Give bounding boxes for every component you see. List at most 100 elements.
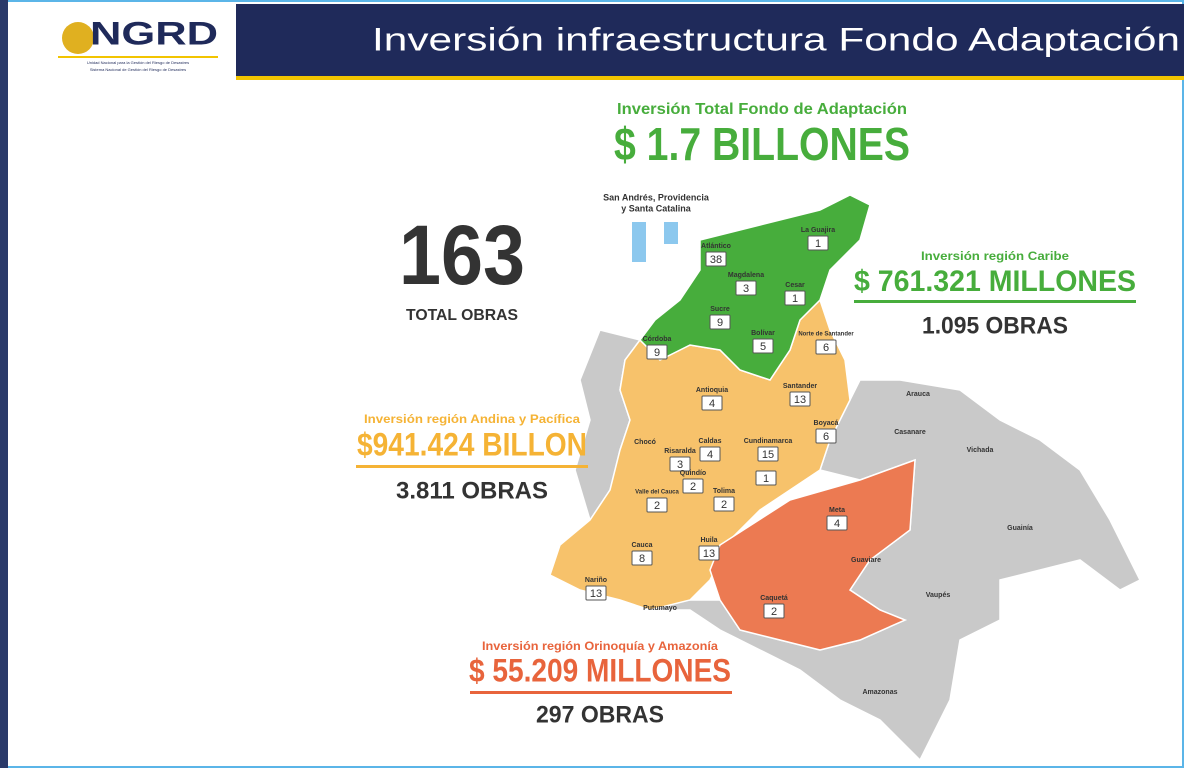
department-name: Casanare — [894, 429, 926, 436]
count-box — [646, 497, 668, 513]
region-obras: 3.811 OBRAS — [396, 477, 548, 504]
logo-rule — [58, 56, 218, 58]
islands-label: San Andrés, Providencia — [603, 192, 710, 202]
department-name: Vichada — [967, 447, 994, 454]
count-box — [763, 603, 785, 619]
island-box — [664, 222, 678, 244]
department-count: 9 — [654, 347, 660, 359]
region-rule — [356, 465, 588, 468]
department-count: 13 — [590, 588, 602, 600]
department-count: 13 — [794, 394, 806, 406]
department-name: Guaviare — [851, 557, 881, 564]
logo-text: NGRD — [90, 15, 218, 51]
department-count: 3 — [743, 283, 749, 295]
department-count: 2 — [771, 606, 777, 618]
count-box — [669, 456, 691, 472]
region-label: Inversión región Caribe — [921, 249, 1069, 263]
count-box — [789, 391, 811, 407]
department-count: 13 — [703, 548, 715, 560]
department-name: Cesar — [785, 282, 805, 289]
department-count: 6 — [823, 342, 829, 354]
department-count: 2 — [690, 481, 696, 493]
department-name: Nariño — [585, 577, 607, 584]
obras-label: TOTAL OBRAS — [406, 307, 518, 324]
count-box — [784, 290, 806, 306]
count-box — [815, 339, 837, 355]
region-amount: $ 55.209 MILLONES — [469, 652, 731, 688]
department-name: Quindío — [680, 470, 706, 477]
department-count: 3 — [677, 459, 683, 471]
count-box — [631, 550, 653, 566]
count-box — [585, 585, 607, 601]
count-box — [698, 545, 720, 561]
department-name: Bolívar — [751, 330, 775, 337]
department-count: 1 — [763, 473, 769, 485]
count-box — [735, 280, 757, 296]
region-rule — [854, 300, 1136, 303]
department-name: Atlántico — [701, 243, 731, 250]
department-count: 1 — [792, 293, 798, 305]
department-name: Amazonas — [862, 689, 897, 696]
total-amount: $ 1.7 BILLONES — [614, 118, 910, 170]
department-name: Magdalena — [728, 272, 764, 279]
count-box — [682, 478, 704, 494]
logo-line: Sistema Nacional de Gestión del Riesgo d… — [90, 67, 186, 72]
count-box — [807, 235, 829, 251]
islands-label: y Santa Catalina — [621, 203, 692, 213]
department-count: 6 — [823, 431, 829, 443]
department-count: 4 — [709, 398, 715, 410]
department-name: Cauca — [631, 542, 652, 549]
department-name: Caquetá — [760, 595, 788, 602]
obras-count: 163 — [399, 208, 525, 302]
island-box — [632, 222, 646, 262]
department-name: Valle del Cauca — [635, 490, 679, 496]
department-count: 2 — [654, 500, 660, 512]
region-rule — [470, 691, 732, 694]
department-name: Vaupés — [926, 592, 951, 599]
count-box — [705, 251, 727, 267]
count-box — [713, 496, 735, 512]
total-label: Inversión Total Fondo de Adaptación — [617, 101, 907, 118]
department-name: Tolima — [713, 488, 735, 495]
department-name: Arauca — [906, 391, 930, 398]
region-orinoquia — [709, 458, 916, 651]
count-box — [709, 314, 731, 330]
department-count: 4 — [834, 518, 840, 530]
department-count: 5 — [760, 341, 766, 353]
department-name: Putumayo — [643, 605, 677, 612]
department-name: Risaralda — [664, 448, 696, 455]
department-name: La Guajira — [801, 227, 835, 234]
department-name: Santander — [783, 383, 818, 390]
department-count: 15 — [762, 449, 774, 461]
count-box — [755, 470, 777, 486]
department-name: Norte de Santander — [798, 332, 854, 338]
department-name: Meta — [829, 507, 845, 514]
department-name: Huila — [700, 537, 717, 544]
count-box — [701, 395, 723, 411]
left-edge — [0, 0, 8, 768]
department-count: 4 — [707, 449, 713, 461]
department-name: Guainía — [1007, 525, 1033, 532]
department-name: Caldas — [699, 438, 722, 445]
department-count: 1 — [815, 238, 821, 250]
count-box — [752, 338, 774, 354]
department-name: Cundinamarca — [744, 438, 793, 445]
page-title: Inversión infraestructura Fondo Adaptaci… — [372, 21, 1180, 57]
department-name: Antioquia — [696, 387, 728, 394]
department-name: Sucre — [710, 306, 730, 313]
department-count: 2 — [721, 499, 727, 511]
count-box — [826, 515, 848, 531]
region-label: Inversión región Orinoquía y Amazonía — [482, 639, 718, 653]
region-obras: 297 OBRAS — [536, 701, 664, 728]
header-band — [236, 4, 1184, 76]
count-box — [646, 344, 668, 360]
department-name: Córdoba — [643, 336, 672, 343]
count-box — [699, 446, 721, 462]
department-name: Chocó — [634, 439, 656, 446]
logo-emblem — [62, 22, 94, 54]
logo: NGRD Unidad Nacional para la Gestión del… — [58, 15, 218, 72]
logo-line: Unidad Nacional para la Gestión del Ries… — [87, 60, 189, 65]
region-amount: $ 761.321 MILLONES — [854, 265, 1136, 298]
